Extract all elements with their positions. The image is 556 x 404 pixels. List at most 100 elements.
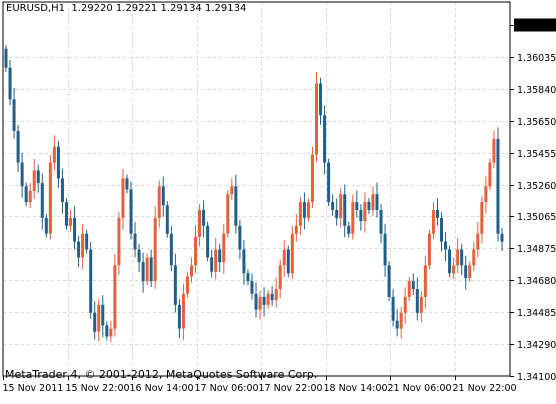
candle-bull	[476, 233, 480, 250]
candle-bear	[16, 130, 20, 163]
candle-bear	[56, 146, 60, 179]
grid	[3, 2, 510, 376]
candle-bear	[335, 209, 339, 218]
price-tick-label: 1.34680	[517, 276, 556, 287]
candle-bear	[387, 265, 391, 297]
candle-bear	[12, 99, 16, 131]
candle-bear	[395, 320, 399, 329]
candle-bear	[133, 233, 137, 250]
price-tick-label: 1.36035	[517, 53, 556, 64]
candle-bear	[77, 241, 81, 258]
candle-bear	[8, 67, 12, 100]
candle-bear	[496, 138, 500, 234]
symbol-name: EURUSD,H1	[6, 3, 66, 14]
candle-bull	[222, 233, 226, 263]
candle-bear	[415, 289, 419, 313]
candle-bull	[157, 186, 161, 218]
time-tick-label: 21 Nov 06:00	[388, 383, 452, 394]
candle-bear	[464, 265, 468, 278]
ohlc-values: 1.29220 1.29221 1.29134 1.29134	[71, 3, 247, 14]
price-tick-label: 1.34875	[517, 244, 556, 255]
candle-bear	[20, 162, 24, 187]
candle-bear	[319, 83, 323, 116]
candle-bear	[379, 209, 383, 234]
candle-bear	[60, 178, 64, 203]
current-price-marker	[514, 18, 556, 32]
candle-bull	[371, 194, 375, 210]
candle-bear	[105, 325, 109, 337]
candle-bear	[129, 189, 133, 234]
candle-bull	[472, 249, 476, 266]
candle-bear	[218, 249, 222, 263]
candle-bear	[254, 293, 258, 310]
time-tick-label: 17 Nov 06:00	[195, 383, 259, 394]
time-tick-label: 18 Nov 14:00	[324, 383, 388, 394]
candle-bear	[40, 183, 44, 218]
current-price-label: 1.36230	[517, 21, 556, 32]
price-tick-label: 1.35650	[517, 117, 556, 128]
candle-bear	[210, 257, 214, 272]
time-tick-label: 21 Nov 22:00	[453, 383, 517, 394]
candle-bull	[113, 265, 117, 329]
candle-bear	[141, 262, 145, 282]
candle-bull	[468, 265, 472, 278]
candle-bear	[367, 202, 371, 210]
candle-bear	[435, 209, 439, 218]
time-axis: 15 Nov 2011 15 Nov 22:00 16 Nov 14:00 17 No…	[3, 376, 517, 394]
candle-bull	[194, 236, 198, 266]
candle-bull	[290, 233, 294, 274]
candle-bull	[266, 293, 270, 305]
candle-bull	[69, 217, 73, 226]
candle-bear	[125, 178, 129, 190]
candle-bear	[375, 194, 379, 210]
candle-bear	[89, 249, 93, 313]
candle-bull	[185, 276, 189, 294]
candle-bull	[298, 202, 302, 226]
candle-bear	[24, 186, 28, 203]
candle-bull	[456, 249, 460, 266]
candle-bull	[488, 162, 492, 187]
price-tick-label: 1.35260	[517, 181, 556, 192]
candle-bear	[4, 48, 8, 68]
candle-bear	[177, 304, 181, 329]
candle-bear	[460, 249, 464, 266]
price-tick-label: 1.35840	[517, 85, 556, 96]
candle-bear	[448, 249, 452, 274]
price-tick-label: 1.34290	[517, 340, 556, 351]
candle-bear	[440, 217, 444, 242]
candle-bull	[423, 265, 427, 297]
price-tick-label: 1.35455	[517, 149, 556, 160]
time-tick-label: 15 Nov 22:00	[66, 383, 130, 394]
candle-bull	[492, 138, 496, 163]
candle-bear	[343, 194, 347, 226]
candle-bear	[331, 202, 335, 210]
candle-bear	[500, 233, 504, 242]
price-axis: 1.36230 1.36035 1.35840 1.35650 1.35455 1.352…	[510, 18, 556, 383]
candle-bear	[250, 281, 254, 294]
candle-bear	[302, 202, 306, 218]
candle-bull	[431, 209, 435, 234]
symbol-header: EURUSD,H1 1.29220 1.29221 1.29134 1.2913…	[6, 3, 246, 14]
candle-bear	[93, 312, 97, 332]
price-tick-label: 1.34485	[517, 308, 556, 319]
candle-bull	[117, 217, 121, 266]
candle-bull	[294, 225, 298, 234]
candle-bull	[282, 249, 286, 266]
candle-bear	[234, 186, 238, 226]
candle-bear	[323, 115, 327, 163]
candle-bear	[355, 202, 359, 210]
candle-bull	[214, 249, 218, 272]
candle-bear	[73, 217, 77, 242]
candle-bear	[44, 217, 48, 234]
candle-bear	[262, 296, 266, 305]
candles	[4, 44, 504, 343]
candle-bear	[383, 233, 387, 266]
candle-bull	[427, 233, 431, 266]
candle-bear	[85, 233, 89, 250]
time-tick-label: 15 Nov 2011	[3, 383, 64, 394]
candle-bear	[202, 209, 206, 226]
candle-bull	[310, 154, 314, 203]
